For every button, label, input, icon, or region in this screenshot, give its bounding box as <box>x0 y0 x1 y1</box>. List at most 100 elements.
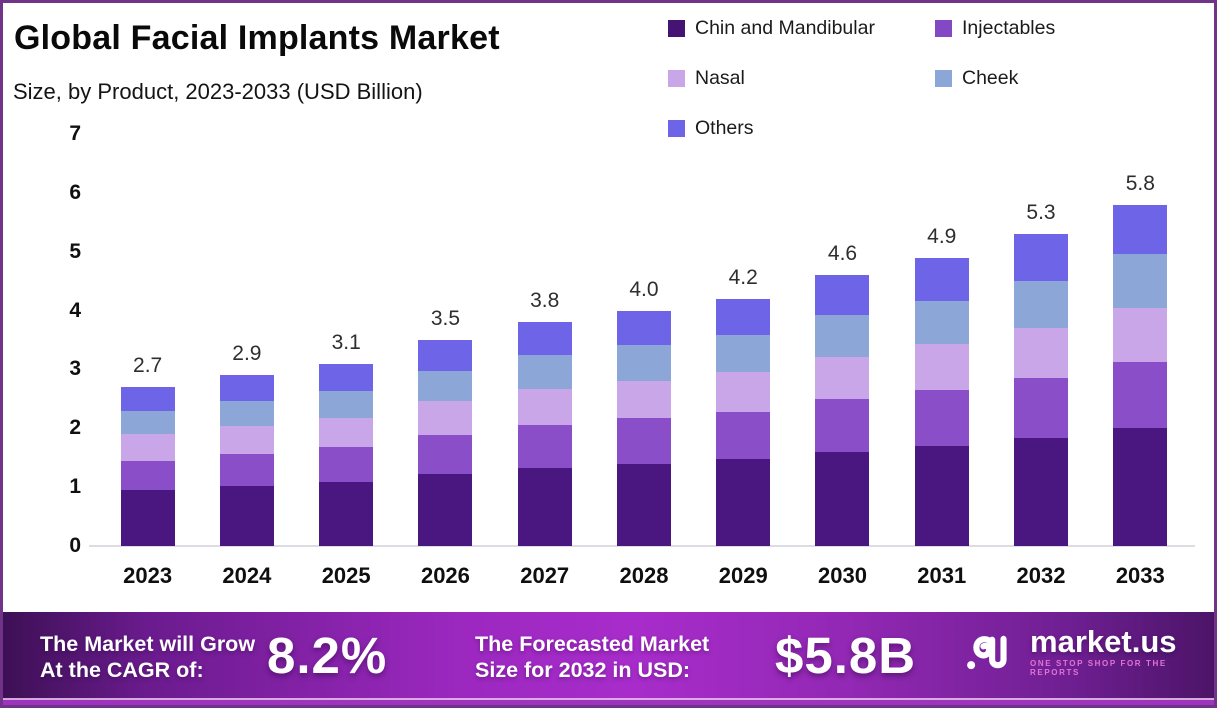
bar-group-2029: 4.2 <box>694 266 793 546</box>
bar-segment-others <box>418 340 473 371</box>
plot-area: 2.7 2.9 3.1 3.5 3.8 4.0 4.2 4.6 4.9 5.3 5.8 <box>89 134 1195 547</box>
bar-segment-cheek <box>914 300 969 345</box>
bar-stack <box>716 298 771 546</box>
bar-group-2030: 4.6 <box>793 242 892 546</box>
cagr-value: 8.2% <box>267 627 388 684</box>
bar-series-container: 2.7 2.9 3.1 3.5 3.8 4.0 4.2 4.6 4.9 5.3 5.8 <box>98 94 1190 546</box>
bar-stack <box>418 340 473 546</box>
bar-segment-chin-and-mandibular <box>517 468 572 546</box>
bar-stack <box>1113 204 1168 546</box>
bar-group-2023: 2.7 <box>98 354 197 546</box>
brand-name: market.us <box>1030 624 1177 659</box>
bar-stack <box>1014 234 1069 546</box>
legend-label: Chin and Mandibular <box>695 17 875 39</box>
x-tick-label-2030: 2030 <box>818 563 867 588</box>
bar-segment-cheek <box>219 400 274 426</box>
bar-segment-injectables <box>616 418 671 464</box>
bar-segment-injectables <box>517 425 572 469</box>
bar-segment-cheek <box>1113 254 1168 309</box>
y-axis: 0 1 2 3 4 5 6 7 <box>43 122 81 557</box>
x-tick-label-2026: 2026 <box>420 563 470 588</box>
x-tick-label-2028: 2028 <box>619 563 669 588</box>
bar-segment-nasal <box>716 372 771 412</box>
bar-segment-cheek <box>517 355 572 389</box>
y-tick-label: 5 <box>69 239 81 263</box>
legend-label: Cheek <box>962 67 1019 89</box>
bar-stack <box>616 310 671 546</box>
bar-segment-nasal <box>319 417 374 448</box>
legend: Chin and Mandibular Injectables Nasal Cheek… <box>668 17 1198 140</box>
bar-segment-cheek <box>716 335 771 373</box>
bar-segment-injectables <box>1014 377 1069 438</box>
bar-total-label: 5.8 <box>1125 171 1155 195</box>
bar-stack <box>815 275 870 546</box>
bar-group-2033: 5.8 <box>1091 172 1190 546</box>
bar-segment-injectables <box>120 460 175 491</box>
bar-segment-others <box>616 310 671 346</box>
legend-item-cheek: Cheek <box>935 67 1198 90</box>
page-title: Global Facial Implants Market <box>14 19 500 57</box>
bar-total-label: 2.7 <box>133 354 163 378</box>
bar-segment-chin-and-mandibular <box>418 474 473 546</box>
bar-segment-others <box>815 275 870 316</box>
bar-segment-others <box>319 363 374 391</box>
bar-total-label: 3.5 <box>430 307 461 331</box>
bar-segment-injectables <box>914 390 969 446</box>
bar-stack <box>120 387 175 546</box>
forecast-label-line2: Size for 2032 in USD: <box>475 658 691 683</box>
y-tick-label: 2 <box>69 416 81 440</box>
legend-swatch-icon <box>935 20 952 37</box>
x-tick-label-2024: 2024 <box>222 563 272 588</box>
bar-segment-injectables <box>1113 362 1168 429</box>
bar-segment-cheek <box>616 345 671 381</box>
x-tick-label-2031: 2031 <box>917 563 967 588</box>
bar-segment-nasal <box>914 344 969 391</box>
bar-segment-injectables <box>716 411 771 460</box>
bar-segment-others <box>1113 204 1168 255</box>
bar-segment-others <box>120 387 175 411</box>
cagr-label-line2: At the CAGR of: <box>40 658 204 683</box>
bar-group-2027: 3.8 <box>495 289 594 546</box>
bar-group-2031: 4.9 <box>892 225 991 546</box>
bar-total-label: 3.1 <box>331 330 361 354</box>
bar-stack <box>517 322 572 546</box>
brand-text-block: market.us ONE STOP SHOP FOR THE REPORTS <box>1030 624 1214 677</box>
bar-segment-others <box>716 298 771 336</box>
bar-segment-cheek <box>1014 280 1069 329</box>
y-tick-label: 4 <box>69 298 81 322</box>
bar-segment-chin-and-mandibular <box>319 481 374 546</box>
legend-item-chin-and-mandibular: Chin and Mandibular <box>668 17 931 40</box>
bar-total-label: 4.2 <box>728 265 758 289</box>
legend-swatch-icon <box>668 70 685 87</box>
bar-segment-others <box>219 375 274 401</box>
bar-segment-cheek <box>319 390 374 418</box>
bar-segment-chin-and-mandibular <box>616 463 671 546</box>
bar-segment-nasal <box>120 434 175 461</box>
bar-segment-nasal <box>1113 308 1168 363</box>
legend-swatch-icon <box>668 20 685 37</box>
x-tick-label-2029: 2029 <box>718 563 768 588</box>
y-tick-label: 7 <box>69 122 81 145</box>
legend-item-nasal: Nasal <box>668 67 931 90</box>
x-axis-line <box>89 545 1195 547</box>
y-tick-label: 6 <box>69 180 81 204</box>
bar-segment-others <box>517 322 572 356</box>
bar-total-label: 4.9 <box>927 224 957 248</box>
page-subtitle: Size, by Product, 2023-2033 (USD Billion… <box>13 79 423 104</box>
bar-segment-nasal <box>815 356 870 400</box>
footer-banner: The Market will Grow At the CAGR of: 8.2… <box>3 612 1214 705</box>
bar-segment-chin-and-mandibular <box>1113 428 1168 546</box>
marketus-logo-icon <box>967 635 1007 670</box>
bar-group-2024: 2.9 <box>197 342 296 546</box>
bar-segment-nasal <box>1014 328 1069 378</box>
y-tick-label: 1 <box>69 475 81 499</box>
bar-segment-chin-and-mandibular <box>914 445 969 546</box>
bar-group-2028: 4.0 <box>594 278 693 546</box>
brand-logo: market.us ONE STOP SHOP FOR THE REPORTS <box>965 624 1214 677</box>
bar-segment-cheek <box>120 410 175 435</box>
brand-tagline: ONE STOP SHOP FOR THE REPORTS <box>1030 659 1167 677</box>
legend-label: Injectables <box>962 17 1056 39</box>
legend-swatch-icon <box>668 120 685 137</box>
bar-segment-cheek <box>418 370 473 402</box>
